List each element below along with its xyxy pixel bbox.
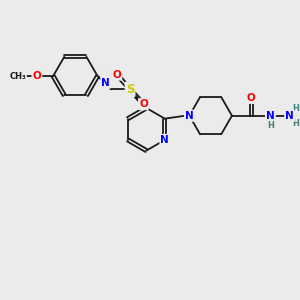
Text: H: H xyxy=(292,104,299,113)
Text: O: O xyxy=(247,93,256,103)
Text: N: N xyxy=(101,78,110,88)
Text: H: H xyxy=(292,118,299,127)
Text: N: N xyxy=(266,111,275,121)
Text: S: S xyxy=(126,83,134,96)
Text: O: O xyxy=(32,71,41,81)
Text: N: N xyxy=(160,135,169,145)
Text: N: N xyxy=(285,111,294,121)
Text: CH₃: CH₃ xyxy=(9,71,26,80)
Text: H: H xyxy=(267,121,274,130)
Text: O: O xyxy=(139,99,148,109)
Text: O: O xyxy=(112,70,121,80)
Text: H: H xyxy=(110,71,117,80)
Text: N: N xyxy=(185,111,194,121)
